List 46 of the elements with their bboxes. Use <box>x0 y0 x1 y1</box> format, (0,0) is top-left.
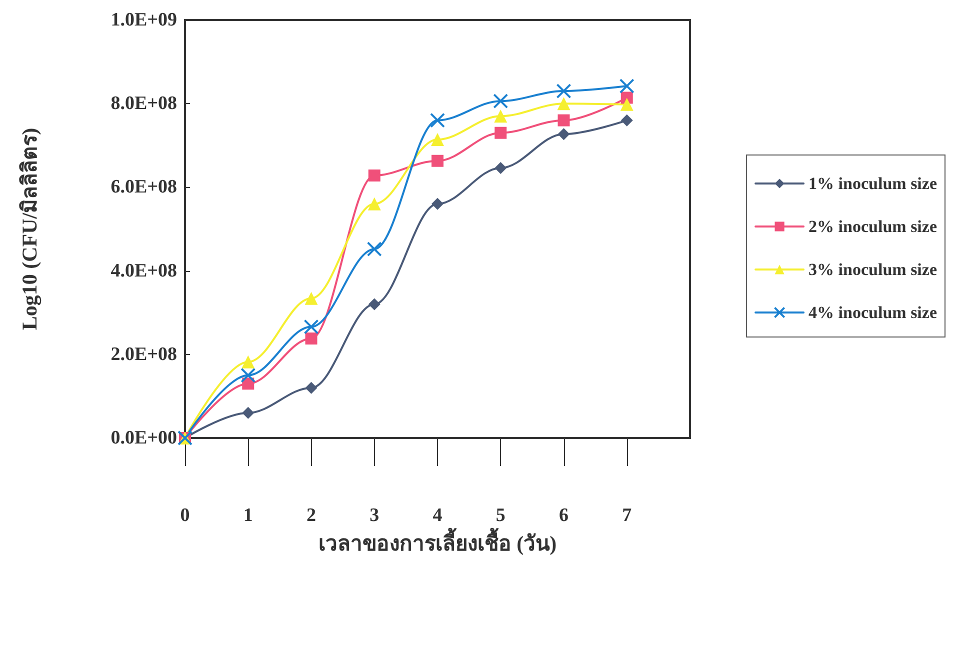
x-tick-label: 6 <box>559 505 568 526</box>
point <box>305 332 318 345</box>
point <box>431 133 444 146</box>
point <box>558 128 570 140</box>
legend-label: 4% inoculum size <box>808 303 938 322</box>
y-axis-title: Log10 (CFU/มิลลิลิตร) <box>18 128 42 330</box>
point <box>432 154 444 167</box>
legend-label: 1% inoculum size <box>808 174 938 193</box>
point <box>494 110 508 123</box>
point <box>494 126 507 139</box>
point <box>620 98 634 111</box>
point <box>558 114 570 126</box>
point <box>556 84 572 99</box>
x-tick-label: 3 <box>370 505 380 526</box>
y-tick-label: 8.0E+08 <box>110 93 177 114</box>
y-tick-label: 4.0E+08 <box>110 260 177 282</box>
point <box>493 94 508 109</box>
point <box>430 112 445 128</box>
point <box>304 292 318 305</box>
legend-label: 3% inoculum size <box>808 260 938 279</box>
point <box>368 197 381 210</box>
point <box>620 114 633 126</box>
x-tick-label: 4 <box>432 505 443 526</box>
point <box>240 368 256 383</box>
point <box>368 169 380 182</box>
point <box>557 97 570 110</box>
y-tick-label: 1.0E+09 <box>110 10 177 30</box>
point <box>494 162 507 174</box>
point <box>305 382 318 394</box>
y-tick-label: 2.0E+08 <box>110 344 177 365</box>
x-tick-label: 5 <box>496 505 506 526</box>
y-tick-label: 0.0E+00 <box>110 428 177 448</box>
y-tick-label: 6.0E+08 <box>110 176 177 198</box>
x-tick-label: 0 <box>180 505 190 526</box>
point <box>242 355 255 368</box>
point <box>304 319 319 334</box>
x-tick-label: 2 <box>306 505 316 526</box>
point <box>366 242 382 257</box>
legend-label: 2% inoculum size <box>808 217 938 236</box>
point <box>242 406 254 419</box>
point <box>432 198 444 210</box>
x-tick-label: 1 <box>243 505 253 526</box>
x-axis-title: เวลาของการเลี้ยงเชื้อ (วัน) <box>318 528 557 556</box>
x-tick-label: 7 <box>622 505 632 526</box>
point <box>619 78 634 94</box>
point <box>368 298 380 310</box>
